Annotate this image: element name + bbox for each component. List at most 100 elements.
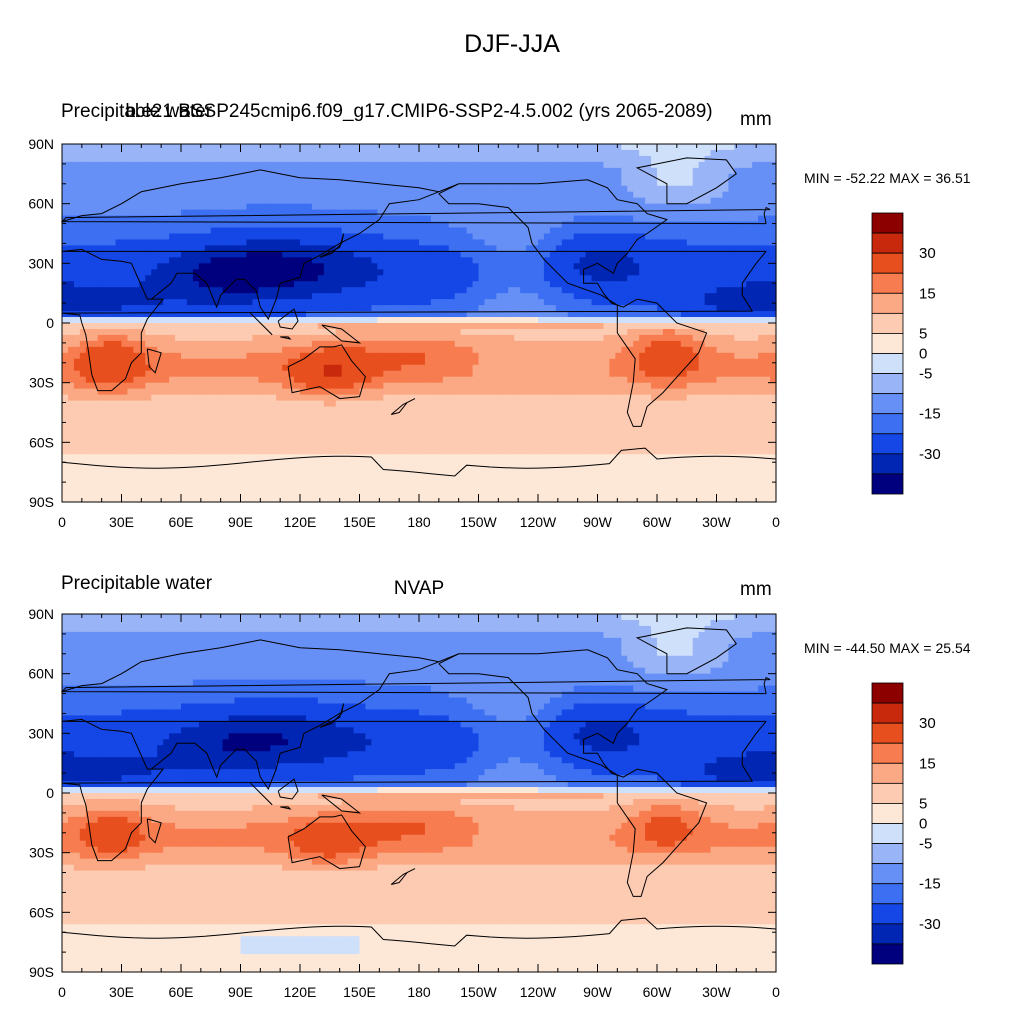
colorbar-swatch [871, 903, 904, 925]
colorbar-label: 5 [919, 325, 927, 342]
colorbar-swatch [871, 312, 904, 334]
colorbar-swatch [871, 473, 904, 495]
colorbar-swatch [871, 292, 904, 314]
colorbar-label: -5 [919, 836, 932, 853]
x-tick-label: 120W [520, 514, 557, 530]
colorbar-swatch [871, 742, 904, 764]
colorbar-label: 0 [919, 346, 927, 363]
x-tick-label: 0 [58, 514, 66, 530]
x-tick-label: 180 [407, 514, 431, 530]
colorbar-swatch [871, 843, 904, 865]
y-tick-label: 60N [28, 196, 54, 212]
colorbar-boxes [871, 682, 904, 965]
y-tick-label: 30S [29, 845, 54, 861]
x-tick-label: 150W [460, 984, 497, 1000]
colorbar-swatch [871, 393, 904, 415]
colorbar-label: 0 [919, 816, 927, 833]
page-title: DJF-JJA [464, 30, 560, 58]
panel-left-title: Precipitable water [61, 573, 213, 594]
y-tick-label: 30S [29, 375, 54, 391]
y-tick-label: 60S [29, 434, 54, 450]
x-tick-label: 0 [772, 514, 780, 530]
y-tick-label: 60S [29, 904, 54, 920]
y-tick-label: 0 [46, 785, 54, 801]
x-tick-label: 90W [583, 514, 613, 530]
x-tick-label: 120E [284, 514, 317, 530]
panel-minmax: MIN = -44.50 MAX = 25.54 [804, 640, 971, 656]
panel-units: mm [740, 579, 772, 600]
panel-obs: Precipitable water NVAP mm MIN = -44.50 … [0, 470, 1024, 1024]
colorbar-swatch [871, 272, 904, 294]
x-tick-label: 0 [772, 984, 780, 1000]
colorbar-swatch [871, 353, 904, 374]
colorbar-swatch [871, 863, 904, 885]
panel-center-title: NVAP [393, 578, 445, 599]
colorbar-swatch [871, 333, 904, 354]
map-field [62, 614, 777, 973]
colorbar-swatch [871, 782, 904, 804]
colorbar-swatch [871, 702, 904, 724]
colorbar-label: -5 [919, 366, 932, 383]
y-tick-label: 30N [28, 725, 54, 741]
colorbar-label: 15 [919, 755, 936, 772]
x-tick-label: 150E [343, 984, 376, 1000]
colorbar-swatch [871, 212, 904, 234]
y-tick-label: 90S [29, 964, 54, 980]
y-tick-label: 90N [28, 136, 54, 152]
axis-ticks [61, 143, 777, 503]
colorbar-swatch [871, 923, 904, 945]
antarctica-coast [61, 447, 777, 477]
colorbar: 30 15 5 0 -5 -15 -30 [871, 212, 941, 495]
x-tick-label: 30W [702, 514, 732, 530]
y-tick-label: 30N [28, 255, 54, 271]
x-tick-label: 90W [583, 984, 613, 1000]
x-tick-label: 60E [169, 984, 194, 1000]
colorbar-label: 30 [919, 715, 936, 732]
y-tick-label: 60N [28, 666, 54, 682]
colorbar-label: -15 [919, 406, 941, 423]
x-tick-label: 60W [643, 984, 673, 1000]
panel-minmax: MIN = -52.22 MAX = 36.51 [804, 170, 971, 186]
x-tick-label: 150E [343, 514, 376, 530]
colorbar-swatch [871, 413, 904, 435]
y-tick-label: 90N [28, 606, 54, 622]
x-tick-label: 60E [169, 514, 194, 530]
y-tick-label: 90S [29, 494, 54, 510]
map-field [62, 144, 777, 503]
colorbar-label: -15 [919, 876, 941, 893]
x-tick-label: 120W [520, 984, 557, 1000]
colorbar-swatch [871, 433, 904, 455]
axis-ticks [61, 613, 777, 973]
colorbar-swatch [871, 232, 904, 254]
map-plot: 0 30E 60E 90E 120E 150E 180 150W 120W 90W 60W 30W 09… [28, 136, 780, 530]
colorbar-label: -30 [919, 916, 941, 933]
colorbar-swatch [871, 682, 904, 704]
x-tick-label: 120E [284, 984, 317, 1000]
colorbar-label: 15 [919, 285, 936, 302]
colorbar-swatch [871, 823, 904, 844]
x-tick-label: 90E [228, 514, 253, 530]
x-tick-label: 180 [407, 984, 431, 1000]
colorbar-label: 5 [919, 795, 927, 812]
colorbar-swatch [871, 722, 904, 744]
x-tick-label: 30E [109, 984, 134, 1000]
colorbar-swatch [871, 762, 904, 784]
colorbar-swatch [871, 373, 904, 395]
colorbar-boxes [871, 212, 904, 495]
panel-center-title: b.e21.BSSP245cmip6.f09_g17.CMIP6-SSP2-4.… [125, 101, 713, 122]
panel-left-title: Precipitable water [61, 101, 213, 122]
colorbar-swatch [871, 883, 904, 905]
x-tick-label: 60W [643, 514, 673, 530]
colorbar-label: 30 [919, 245, 936, 262]
colorbar: 30 15 5 0 -5 -15 -30 [871, 682, 941, 965]
x-tick-label: 150W [460, 514, 497, 530]
panel-units: mm [740, 109, 772, 130]
x-tick-label: 30E [109, 514, 134, 530]
colorbar-swatch [871, 252, 904, 274]
x-tick-label: 90E [228, 984, 253, 1000]
colorbar-swatch [871, 803, 904, 824]
panel-model: Precipitable water b.e21.BSSP245cmip6.f0… [28, 101, 971, 530]
y-tick-label: 0 [46, 315, 54, 331]
antarctica-coast [61, 917, 777, 947]
x-tick-label: 30W [702, 984, 732, 1000]
